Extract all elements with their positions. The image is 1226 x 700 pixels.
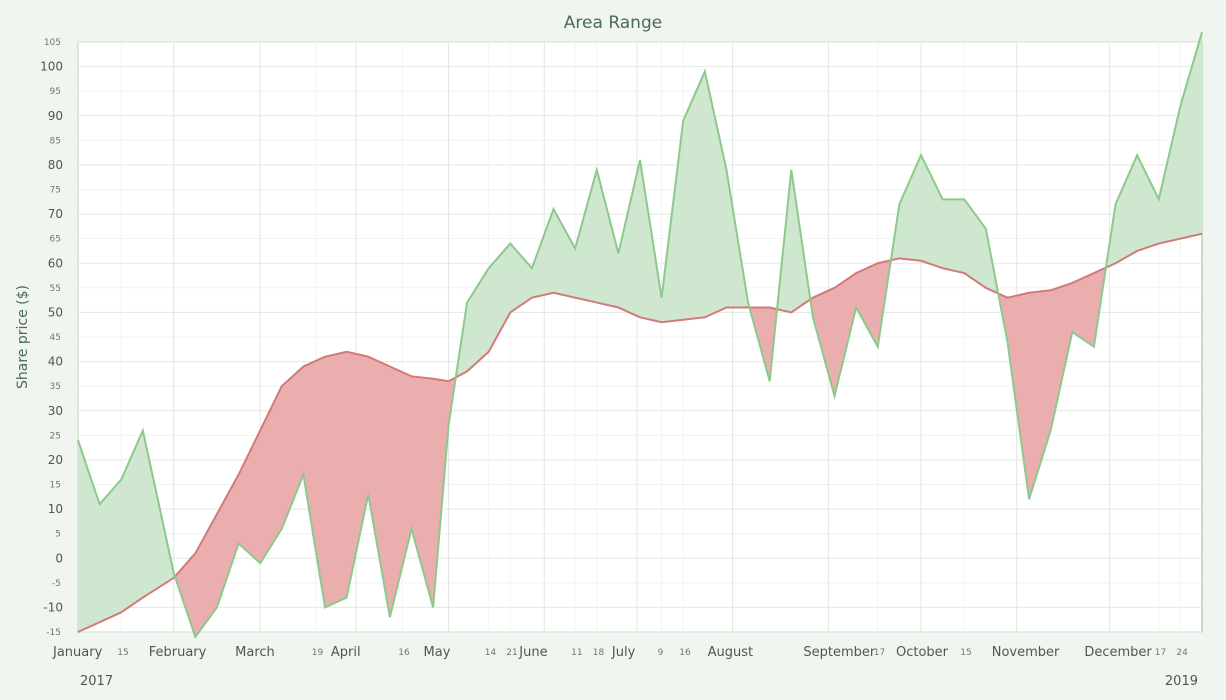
y-axis-label: Share price ($) [15,285,31,389]
chart-title: Area Range [564,13,662,33]
x-day-label: 19 [312,648,324,658]
y-tick-label: -10 [43,600,63,614]
y-tick-label: 70 [48,207,63,221]
area-segment [942,199,965,274]
y-tick-label-minor: 5 [55,530,61,540]
y-tick-label: 90 [48,109,63,123]
y-tick-label-minor: 65 [50,235,61,245]
y-tick-label: 60 [48,256,63,270]
x-month-label: March [235,645,275,660]
x-month-label: August [708,645,754,660]
y-tick-label: 100 [40,60,63,74]
x-month-label: February [149,645,207,660]
x-month-label: December [1084,645,1152,660]
axis-tick-labels: 1009080706050403020100-10105958575655545… [40,38,1198,689]
x-day-label: 21 [506,648,517,658]
x-month-label: June [518,645,547,660]
x-month-label: April [331,645,361,660]
x-day-label: 24 [1176,648,1188,658]
x-day-label: 18 [593,648,605,658]
y-tick-label-minor: -15 [46,628,61,638]
y-tick-label: 0 [55,551,63,565]
x-day-label: 15 [117,648,128,658]
x-day-label: 9 [658,648,664,658]
series-line-b [77,232,1203,633]
y-tick-label-minor: 35 [50,382,61,392]
y-tick-label-minor: 45 [50,333,61,343]
y-tick-label-minor: 75 [50,186,61,196]
x-month-label: September [803,645,876,660]
y-tick-label-minor: 25 [50,431,61,441]
series-line-a [77,31,1203,640]
x-day-label: 16 [679,648,691,658]
x-day-label: 14 [485,648,497,658]
y-tick-label-minor: 105 [44,38,61,48]
y-tick-label: 50 [48,305,63,319]
y-tick-label: 20 [48,453,63,467]
x-day-label: 16 [398,648,410,658]
year-label-end: 2019 [1165,674,1198,689]
y-tick-label: 80 [48,158,63,172]
y-tick-label: 30 [48,404,63,418]
x-day-label: 17 [1155,648,1166,658]
y-tick-label-minor: 85 [50,136,61,146]
x-day-label: 11 [571,648,582,658]
x-month-label: July [611,645,636,660]
y-tick-label: 40 [48,355,63,369]
area-segment [324,351,347,608]
x-month-label: October [896,645,949,660]
x-month-label: November [992,645,1060,660]
series-lines [77,31,1203,640]
y-tick-label: 10 [48,502,63,516]
x-month-label: May [424,645,451,660]
x-day-label: 15 [960,648,971,658]
y-tick-label-minor: 15 [50,481,61,491]
year-label-start: 2017 [80,674,113,689]
y-tick-label-minor: 55 [50,284,61,294]
x-month-label: January [52,645,103,660]
y-tick-label-minor: -5 [52,579,61,589]
y-tick-label-minor: 95 [50,87,61,97]
x-day-label: 17 [874,648,885,658]
